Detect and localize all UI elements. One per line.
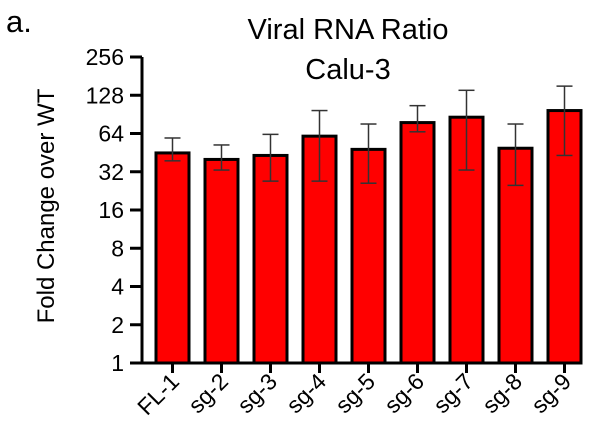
x-tick-label: sg-6 (379, 368, 429, 418)
x-tick-label: sg-2 (183, 368, 233, 418)
x-tick-label: sg-7 (428, 368, 478, 418)
bar (203, 157, 240, 365)
y-tick-label: 8 (111, 235, 124, 261)
x-tick-label: sg-4 (281, 368, 331, 418)
x-tick-label: sg-3 (232, 368, 282, 418)
x-tick-label: sg-5 (330, 368, 380, 418)
x-tick-label: FL-1 (132, 368, 184, 420)
bar (154, 151, 191, 365)
y-tick-label: 128 (86, 82, 124, 108)
bar (399, 121, 436, 365)
y-tick-label: 4 (111, 274, 124, 300)
y-tick-label: 1 (111, 350, 124, 376)
x-tick-label: sg-8 (477, 368, 527, 418)
y-tick-label: 32 (98, 159, 124, 185)
y-tick-label: 2 (111, 312, 124, 338)
chart-subtitle: Calu-3 (305, 54, 391, 86)
bar (546, 109, 583, 365)
y-tick-label: 16 (98, 197, 124, 223)
y-tick-label: 256 (86, 44, 124, 70)
bar (252, 153, 289, 365)
panel-label: a. (6, 4, 32, 39)
chart-title: Viral RNA Ratio (247, 14, 449, 46)
x-tick-label: sg-9 (526, 368, 576, 418)
y-tick-label: 64 (98, 121, 124, 147)
